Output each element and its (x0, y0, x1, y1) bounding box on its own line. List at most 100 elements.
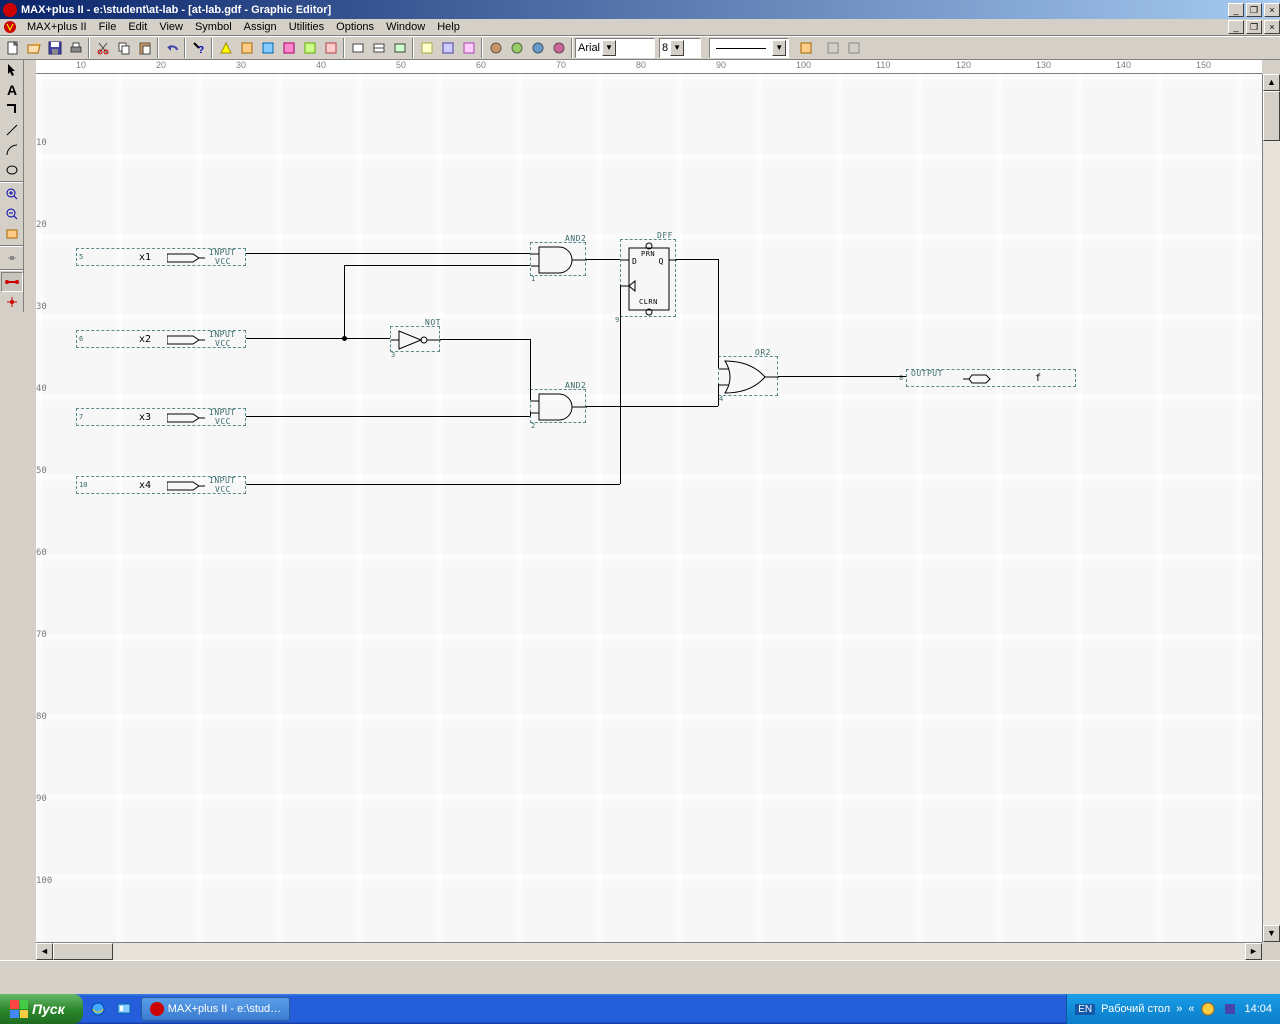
grid-label: 50 (36, 466, 47, 476)
menu-edit[interactable]: Edit (122, 21, 153, 33)
scroll-right-button[interactable]: ► (1245, 943, 1262, 960)
font-name-combo[interactable]: Arial▼ (575, 38, 655, 58)
tray-chevron-left-icon[interactable]: « (1188, 1003, 1194, 1015)
help-button[interactable]: ? (188, 38, 209, 58)
quicklaunch-desktop-icon[interactable] (113, 998, 135, 1020)
task-app-icon (150, 1002, 164, 1016)
close-button[interactable]: × (1264, 3, 1280, 17)
zoom-out-tool[interactable] (1, 204, 23, 224)
paste-button[interactable] (134, 38, 155, 58)
desktop-label[interactable]: Рабочий стол (1101, 1003, 1170, 1015)
open-button[interactable] (23, 38, 44, 58)
tool-a[interactable] (236, 38, 257, 58)
wire (586, 406, 718, 407)
tool-b[interactable] (257, 38, 278, 58)
print-button[interactable] (65, 38, 86, 58)
tool-p[interactable] (795, 38, 816, 58)
start-button[interactable]: Пуск (0, 994, 83, 1024)
tool-l[interactable] (485, 38, 506, 58)
tool-e[interactable] (320, 38, 341, 58)
copy-button[interactable] (113, 38, 134, 58)
input-pin-x2[interactable]: 6x2INPUTVCC (76, 330, 246, 348)
wire (620, 285, 621, 484)
menu-view[interactable]: View (153, 21, 189, 33)
gate-and2[interactable]: AND2 2 (530, 389, 586, 423)
tray-icon-1[interactable] (1200, 1001, 1216, 1017)
horizontal-scrollbar[interactable]: ◄ ► (36, 942, 1262, 960)
rubberband-tool[interactable] (1, 272, 23, 292)
menu-maxplus[interactable]: MAX+plus II (21, 21, 93, 33)
scroll-up-button[interactable]: ▲ (1263, 74, 1280, 91)
tool-m[interactable] (506, 38, 527, 58)
tool-d[interactable] (299, 38, 320, 58)
menu-options[interactable]: Options (330, 21, 380, 33)
font-size-combo[interactable]: 8▼ (659, 38, 701, 58)
new-button[interactable] (2, 38, 23, 58)
line-tool[interactable] (1, 120, 23, 140)
menu-file[interactable]: File (93, 21, 123, 33)
undo-button[interactable] (161, 38, 182, 58)
gate-and1[interactable]: AND2 1 (530, 242, 586, 276)
menu-utilities[interactable]: Utilities (283, 21, 330, 33)
zoom-in-tool[interactable] (1, 184, 23, 204)
menu-window[interactable]: Window (380, 21, 431, 33)
output-pin-f[interactable]: OUTPUT 8 f (906, 369, 1076, 387)
maximize-button[interactable]: ❐ (1246, 3, 1262, 17)
tool-h[interactable] (389, 38, 410, 58)
status-bar (0, 960, 1280, 980)
tool-n[interactable] (527, 38, 548, 58)
arc-tool[interactable] (1, 140, 23, 160)
tool-c[interactable] (278, 38, 299, 58)
tool-i[interactable] (416, 38, 437, 58)
ruler-tick: 130 (1036, 60, 1051, 70)
gate-or[interactable]: OR2 4 (718, 356, 778, 396)
input-pin-x3[interactable]: 7x3INPUTVCC (76, 408, 246, 426)
arrow-tool[interactable] (1, 60, 23, 80)
tool-q[interactable] (822, 38, 843, 58)
tool-r[interactable] (843, 38, 864, 58)
ortho-line-tool[interactable] (1, 100, 23, 120)
mdi-minimize-button[interactable]: _ (1228, 20, 1244, 34)
cut-button[interactable] (92, 38, 113, 58)
tool-o[interactable] (548, 38, 569, 58)
compile-button[interactable] (215, 38, 236, 58)
menu-symbol[interactable]: Symbol (189, 21, 238, 33)
tool-f[interactable] (347, 38, 368, 58)
scroll-down-button[interactable]: ▼ (1263, 925, 1280, 942)
circle-tool[interactable] (1, 160, 23, 180)
minimize-button[interactable]: _ (1228, 3, 1244, 17)
tray-chevron-icon[interactable]: » (1176, 1003, 1182, 1015)
save-button[interactable] (44, 38, 65, 58)
horizontal-ruler: 102030405060708090100110120130140150 (36, 60, 1262, 74)
mdi-app-icon (3, 20, 17, 34)
ruler-tick: 100 (796, 60, 811, 70)
input-pin-x4[interactable]: 10x4INPUTVCC (76, 476, 246, 494)
mdi-maximize-button[interactable]: ❐ (1246, 20, 1262, 34)
quicklaunch-ie-icon[interactable] (87, 998, 109, 1020)
gate-not[interactable]: NOT 3 (390, 326, 440, 352)
language-indicator[interactable]: EN (1075, 1004, 1095, 1015)
tool-k[interactable] (458, 38, 479, 58)
text-tool[interactable]: A (1, 80, 23, 100)
grid-label: 10 (36, 138, 47, 148)
line-style-combo[interactable]: ▼ (709, 38, 789, 58)
scroll-thumb-h[interactable] (53, 943, 113, 960)
wire (586, 259, 620, 260)
task-maxplus[interactable]: MAX+plus II - e:\stud… (141, 997, 290, 1021)
input-pin-x1[interactable]: 5x1INPUTVCC (76, 248, 246, 266)
scroll-thumb-v[interactable] (1263, 91, 1280, 141)
scroll-left-button[interactable]: ◄ (36, 943, 53, 960)
menu-help[interactable]: Help (431, 21, 466, 33)
dff-block[interactable]: DFF 9 PRN D Q CLRN (620, 239, 676, 317)
connector-tool[interactable] (1, 248, 23, 268)
junction-tool[interactable] (1, 292, 23, 312)
tray-icon-2[interactable] (1222, 1001, 1238, 1017)
fit-tool[interactable] (1, 224, 23, 244)
menu-assign[interactable]: Assign (238, 21, 283, 33)
clock[interactable]: 14:04 (1244, 1003, 1272, 1015)
tool-j[interactable] (437, 38, 458, 58)
canvas-viewport[interactable]: 102030405060708090100 5x1INPUTVCC6x2INPU… (36, 74, 1262, 942)
tool-g[interactable] (368, 38, 389, 58)
mdi-close-button[interactable]: × (1264, 20, 1280, 34)
vertical-scrollbar[interactable]: ▲ ▼ (1262, 74, 1280, 942)
